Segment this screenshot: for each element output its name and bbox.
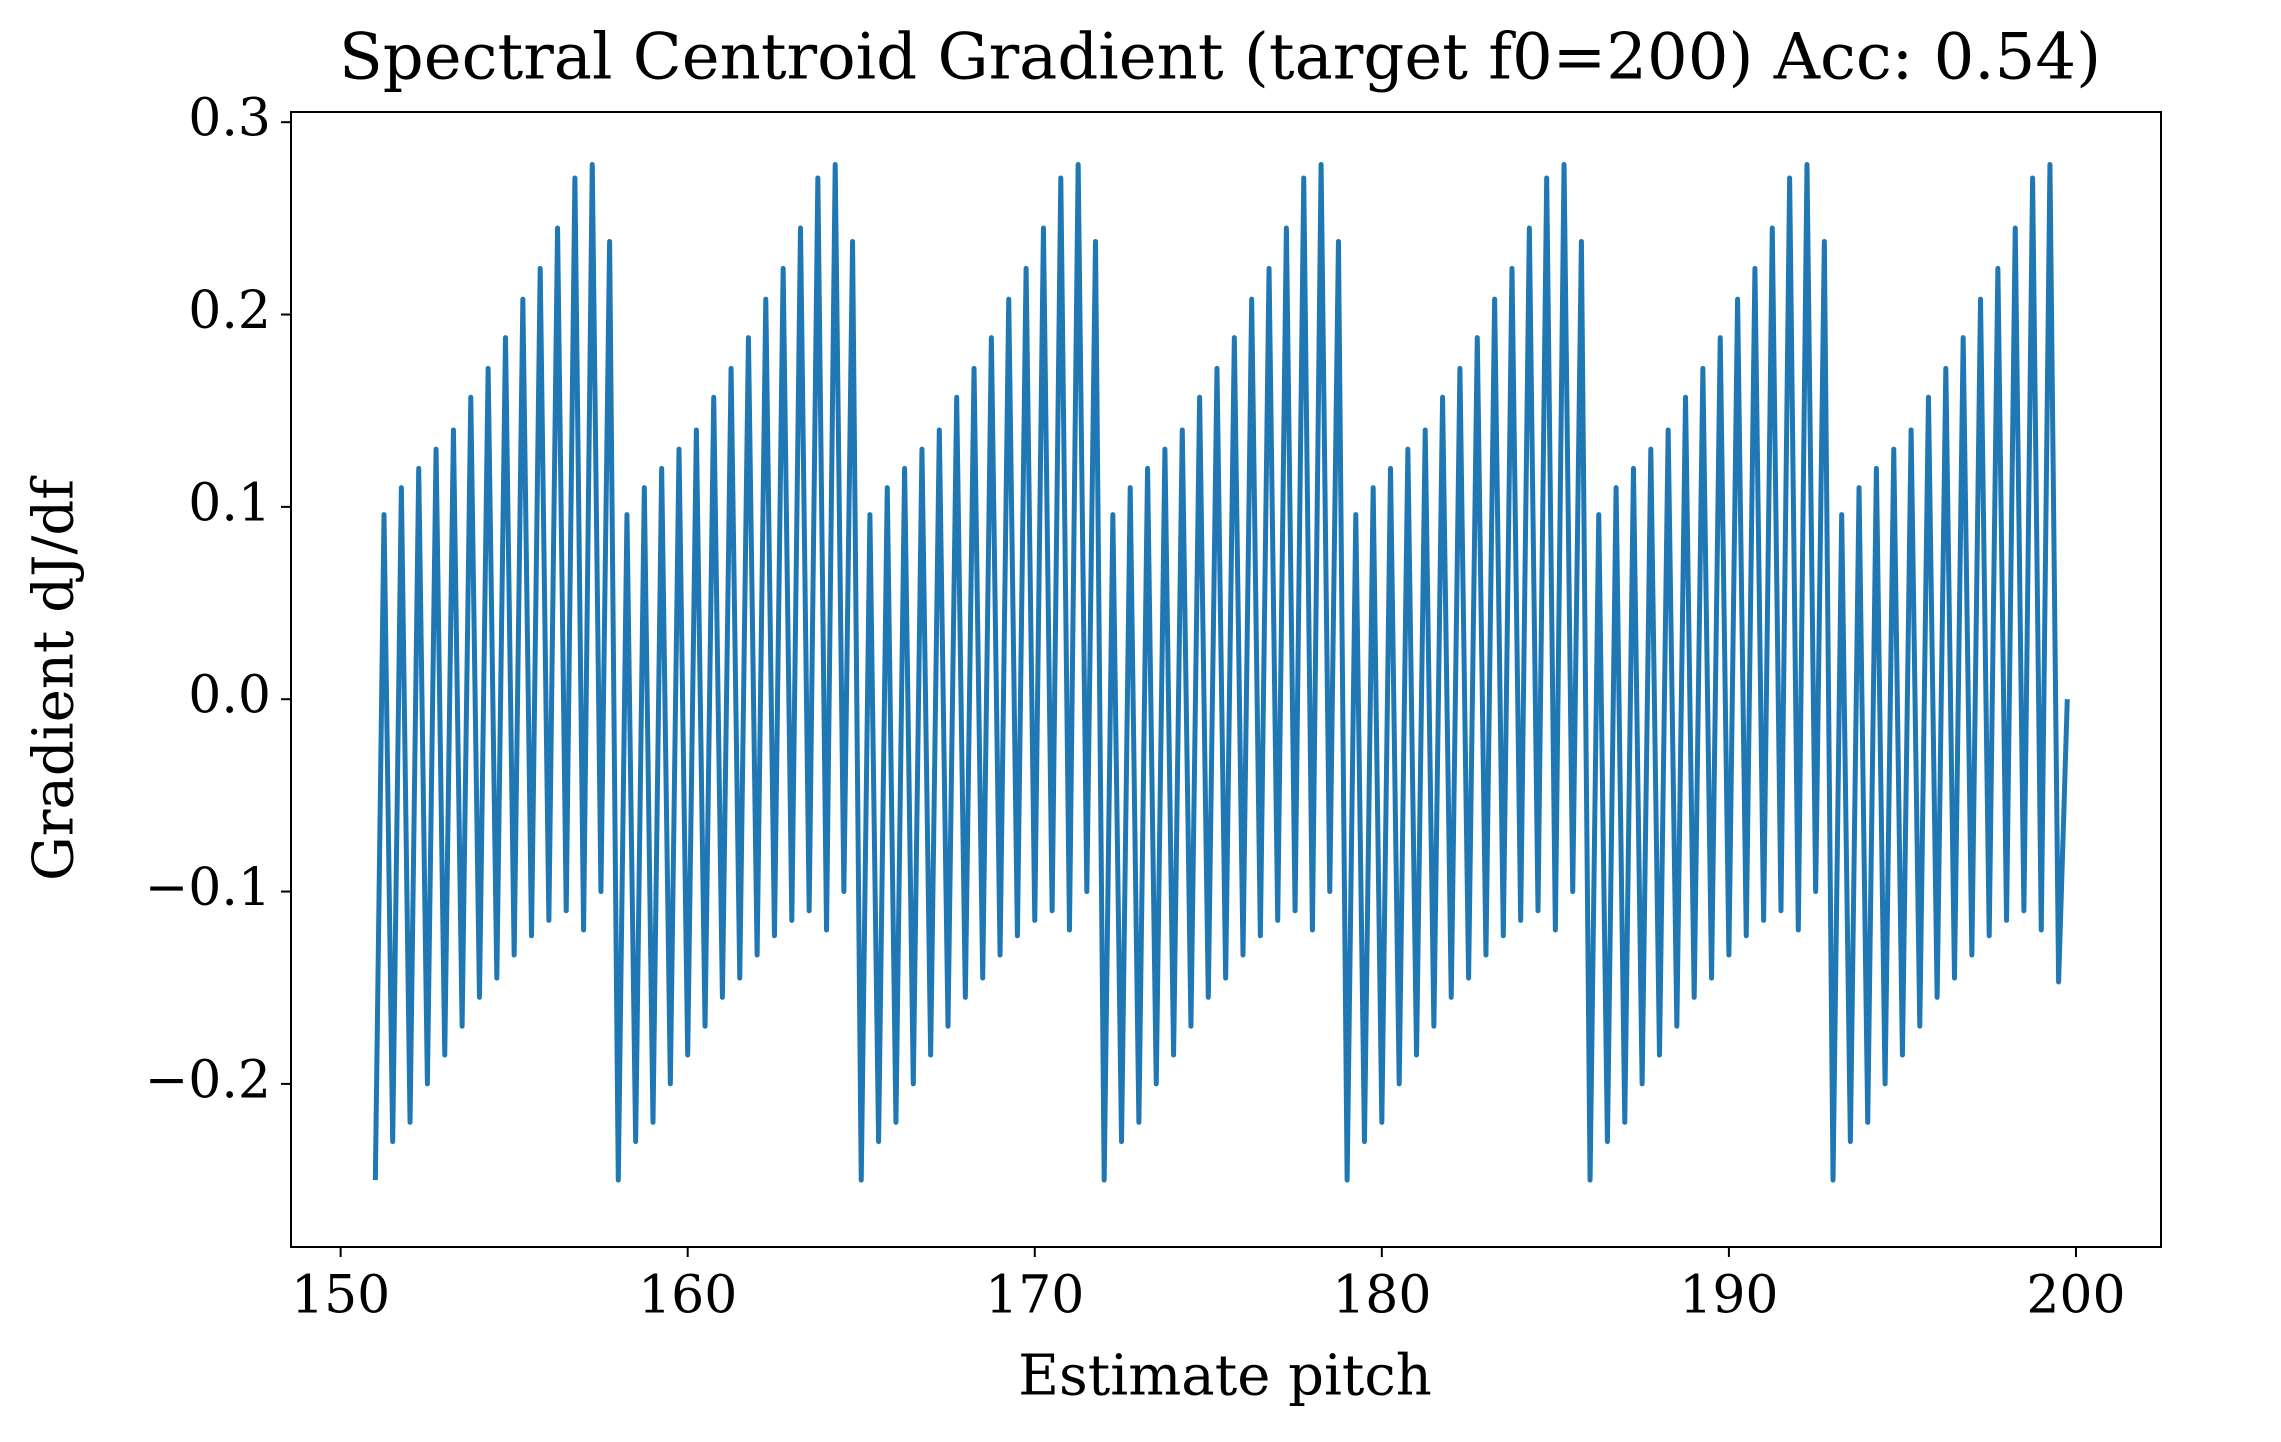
- x-tick-label: 160: [638, 1266, 737, 1326]
- x-tick-label: 150: [291, 1266, 390, 1326]
- x-axis-label: Estimate pitch: [1018, 1344, 1432, 1409]
- data-line: [372, 162, 2070, 1183]
- x-tick-label: 190: [1679, 1266, 1778, 1326]
- x-tick-label: 180: [1332, 1266, 1431, 1326]
- x-tick-label: 170: [985, 1266, 1084, 1326]
- y-tick-label: 0.0: [188, 666, 271, 726]
- y-tick-label: 0.1: [188, 473, 271, 533]
- plot-frame: [290, 111, 2162, 1248]
- y-tick-label: 0.3: [188, 89, 271, 149]
- y-tick-label: −0.2: [145, 1050, 271, 1110]
- chart-title: Spectral Centroid Gradient (target f0=20…: [339, 21, 2101, 95]
- y-tick-label: 0.2: [188, 281, 271, 341]
- y-tick-label: −0.1: [145, 858, 271, 918]
- x-tick-label: 200: [2026, 1266, 2125, 1326]
- y-axis-label: Gradient dJ/df: [22, 475, 87, 881]
